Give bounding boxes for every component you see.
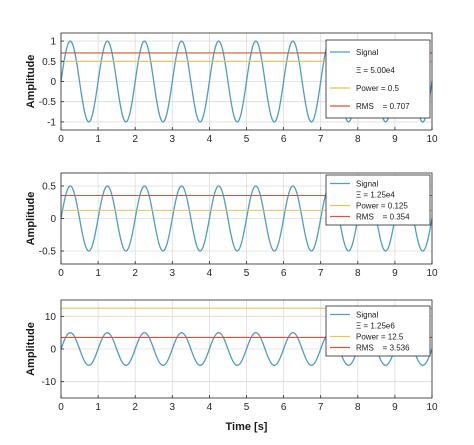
legend-entry: RMS = 0.354 [356, 213, 410, 222]
y-tick-label: -0.5 [39, 247, 57, 258]
y-tick-label: 0.5 [42, 182, 56, 193]
y-tick-label: 0 [50, 345, 56, 356]
y-tick-label: 0 [50, 214, 56, 225]
x-tick-label: 1 [95, 268, 101, 279]
x-tick-label: 9 [392, 268, 398, 279]
x-tick-label: 10 [426, 402, 438, 413]
y-tick-label: -1 [47, 117, 56, 128]
x-tick-label: 5 [244, 402, 250, 413]
x-tick-label: 0 [58, 134, 64, 145]
x-tick-label: 9 [392, 134, 398, 145]
x-tick-label: 8 [355, 134, 361, 145]
legend-entry: Signal [356, 48, 378, 57]
y-axis-label: Amplitude [25, 192, 37, 246]
x-tick-label: 1 [95, 134, 101, 145]
chart-panel-3: 0 1 2 3 4 5 6 7 8 9 10 -10 0 10 Amplitude Time [s] Signa… [25, 299, 438, 433]
x-tick-label: 9 [392, 402, 398, 413]
x-tick-label: 4 [207, 134, 213, 145]
x-tick-label: 3 [170, 402, 176, 413]
x-tick-label: 2 [132, 134, 138, 145]
legend-entry: Ξ = 1.25e4 [356, 191, 395, 200]
x-tick-label: 4 [207, 268, 213, 279]
x-tick-label: 1 [95, 402, 101, 413]
legend-entry: Power = 0.5 [356, 84, 399, 93]
y-axis-label: Amplitude [25, 322, 37, 376]
x-tick-label: 10 [426, 134, 438, 145]
y-axis-label: Amplitude [25, 55, 37, 109]
legend-entry: Signal [356, 311, 378, 320]
x-tick-label: 10 [426, 268, 438, 279]
x-tick-label: 0 [58, 402, 64, 413]
chart-panel-1: 0 1 2 3 4 5 6 7 8 9 10 -1 -0.5 0 0.5 1 Amplitude Signal Ξ … [25, 32, 438, 145]
x-tick-label: 3 [170, 268, 176, 279]
x-tick-label: 8 [355, 268, 361, 279]
x-tick-label: 6 [281, 134, 287, 145]
legend: Signal Ξ = 5.00e4 Power = 0.5 RMS = 0.707 [325, 39, 431, 119]
x-tick-label: 5 [244, 268, 250, 279]
legend-box [325, 39, 431, 119]
legend-entry: RMS = 0.707 [356, 102, 410, 111]
legend-entry: RMS = 3.536 [356, 344, 410, 353]
x-tick-label: 3 [170, 134, 176, 145]
legend-entry: Power = 12.5 [356, 333, 404, 342]
x-tick-label: 4 [207, 402, 213, 413]
x-tick-label: 6 [281, 402, 287, 413]
legend-entry: Ξ = 5.00e4 [356, 66, 395, 75]
legend: Signal Ξ = 1.25e6 Power = 12.5 RMS = 3.536 [325, 305, 431, 357]
x-tick-label: 7 [318, 402, 324, 413]
x-tick-label: 6 [281, 268, 287, 279]
legend-entry: Ξ = 1.25e6 [356, 322, 395, 331]
legend: Signal Ξ = 1.25e4 Power = 0.125 RMS = 0.354 [325, 174, 431, 226]
legend-entry: Power = 0.125 [356, 202, 408, 211]
y-tick-label: 1 [50, 37, 56, 48]
x-axis-label: Time [s] [226, 421, 268, 433]
x-tick-label: 2 [132, 268, 138, 279]
x-tick-label: 7 [318, 134, 324, 145]
x-tick-label: 5 [244, 134, 250, 145]
y-tick-label: 0.5 [42, 57, 56, 68]
y-tick-label: -10 [42, 377, 57, 388]
y-tick-label: 0 [50, 77, 56, 88]
legend-entry: Signal [356, 180, 378, 189]
x-tick-label: 2 [132, 402, 138, 413]
x-tick-label: 7 [318, 268, 324, 279]
x-tick-label: 8 [355, 402, 361, 413]
y-tick-label: -0.5 [39, 97, 57, 108]
x-tick-label: 0 [58, 268, 64, 279]
y-tick-label: 10 [45, 312, 57, 323]
